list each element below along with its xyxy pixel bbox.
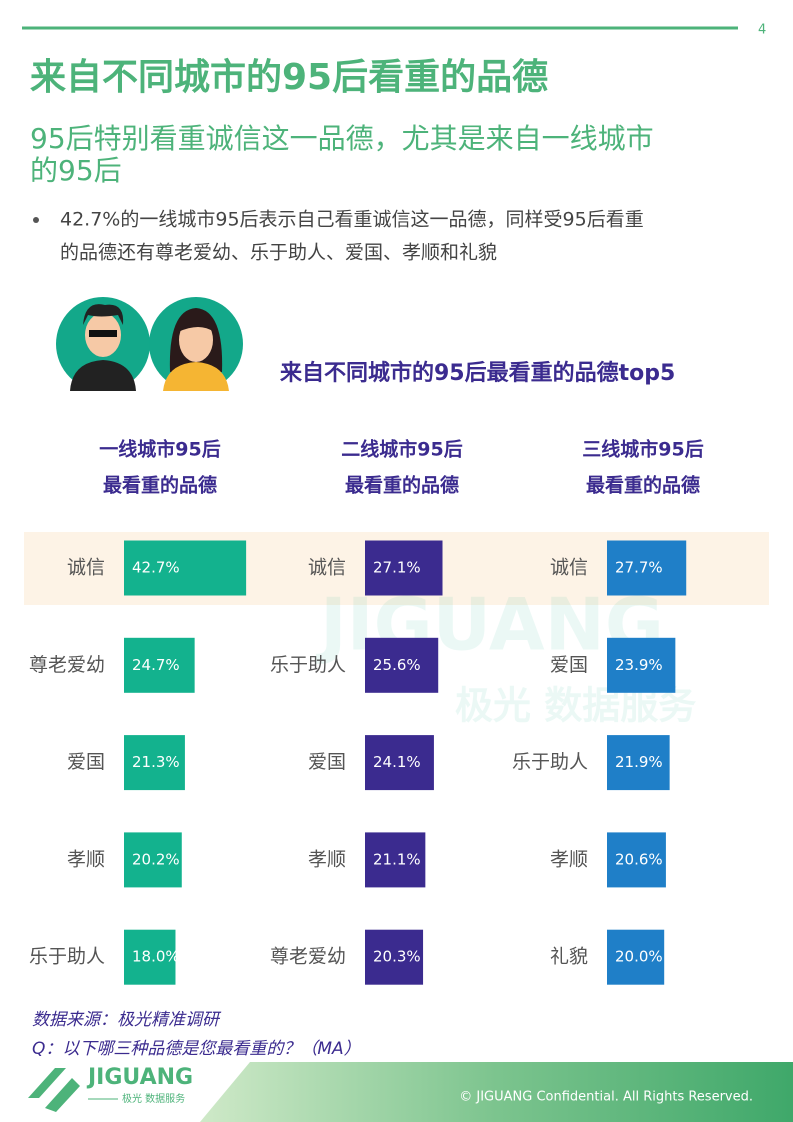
bar: [365, 540, 443, 596]
logo-mark: [28, 1068, 80, 1112]
bar: [607, 540, 687, 596]
chart-subtitle: 最看重的品德: [345, 474, 459, 497]
category-label: 孝顺: [308, 848, 346, 870]
bullet: 42.7%的一线城市95后表示自己看重诚信这一品德，同样受95后看重: [60, 209, 644, 231]
bar: [607, 929, 665, 985]
bar: [365, 637, 439, 693]
avatar-male: [56, 297, 150, 391]
title: 来自不同城市的95后看重的品德: [30, 57, 548, 98]
chart-title: 三线城市95后: [582, 438, 703, 461]
value-label: 25.6%: [373, 656, 421, 674]
bar: [124, 637, 195, 693]
value-label: 20.3%: [373, 948, 421, 966]
bar: [365, 929, 424, 985]
source: 数据来源：极光精准调研: [32, 1010, 222, 1030]
category-label: 乐于助人: [270, 654, 346, 676]
logo-sub: 极光 数据服务: [122, 1092, 185, 1105]
copyright: © JIGUANG Confidential. All Rights Reser…: [459, 1090, 753, 1105]
chart-heading: 来自不同城市的95后最看重的品德top5: [279, 360, 675, 386]
value-label: 20.0%: [615, 948, 663, 966]
bar: [124, 929, 176, 985]
bar: [124, 832, 182, 888]
bar: [124, 735, 185, 791]
category-label: 孝顺: [67, 848, 105, 870]
value-label: 23.9%: [615, 656, 663, 674]
chart-title: 一线城市95后: [99, 438, 220, 461]
category-label: 爱国: [308, 751, 346, 773]
value-label: 27.1%: [373, 559, 421, 577]
value-label: 20.6%: [615, 850, 663, 868]
bullet: 的品德还有尊老爱幼、乐于助人、爱国、孝顺和礼貌: [60, 242, 497, 264]
value-label: 20.2%: [132, 850, 180, 868]
subtitle: 95后特别看重诚信这一品德，尤其是来自一线城市: [30, 122, 654, 155]
bar: [607, 735, 670, 791]
value-label: 24.7%: [132, 656, 180, 674]
footer-band: [200, 1062, 793, 1122]
category-label: 爱国: [67, 751, 105, 773]
category-label: 尊老爱幼: [270, 946, 346, 968]
value-label: 21.1%: [373, 850, 421, 868]
value-label: 27.7%: [615, 559, 663, 577]
question: Q：以下哪三种品德是您最看重的？（MA）: [32, 1039, 361, 1059]
chart-title: 二线城市95后: [341, 438, 462, 461]
bullet-dot: [33, 217, 39, 223]
value-label: 21.9%: [615, 753, 663, 771]
category-label: 诚信: [308, 557, 346, 579]
logo: JIGUANG: [86, 1065, 193, 1090]
watermark: JIGUANG 极光 数据服务: [315, 583, 696, 728]
value-label: 42.7%: [132, 559, 180, 577]
chart-subtitle: 最看重的品德: [586, 474, 700, 497]
category-label: 乐于助人: [29, 946, 105, 968]
category-label: 乐于助人: [512, 751, 588, 773]
value-label: 18.0%: [132, 948, 180, 966]
page-number: 4: [758, 23, 766, 38]
category-label: 尊老爱幼: [29, 654, 105, 676]
avatar-female: [149, 297, 243, 391]
category-label: 诚信: [67, 557, 105, 579]
bar: [365, 832, 426, 888]
bar: [124, 540, 247, 596]
value-label: 24.1%: [373, 753, 421, 771]
value-label: 21.3%: [132, 753, 180, 771]
bar: [365, 735, 434, 791]
category-label: 孝顺: [550, 848, 588, 870]
category-label: 诚信: [550, 557, 588, 579]
category-label: 爱国: [550, 654, 588, 676]
subtitle: 的95后: [30, 154, 122, 187]
bar: [607, 832, 666, 888]
bar: [607, 637, 676, 693]
category-label: 礼貌: [550, 946, 588, 968]
chart-subtitle: 最看重的品德: [103, 474, 217, 497]
